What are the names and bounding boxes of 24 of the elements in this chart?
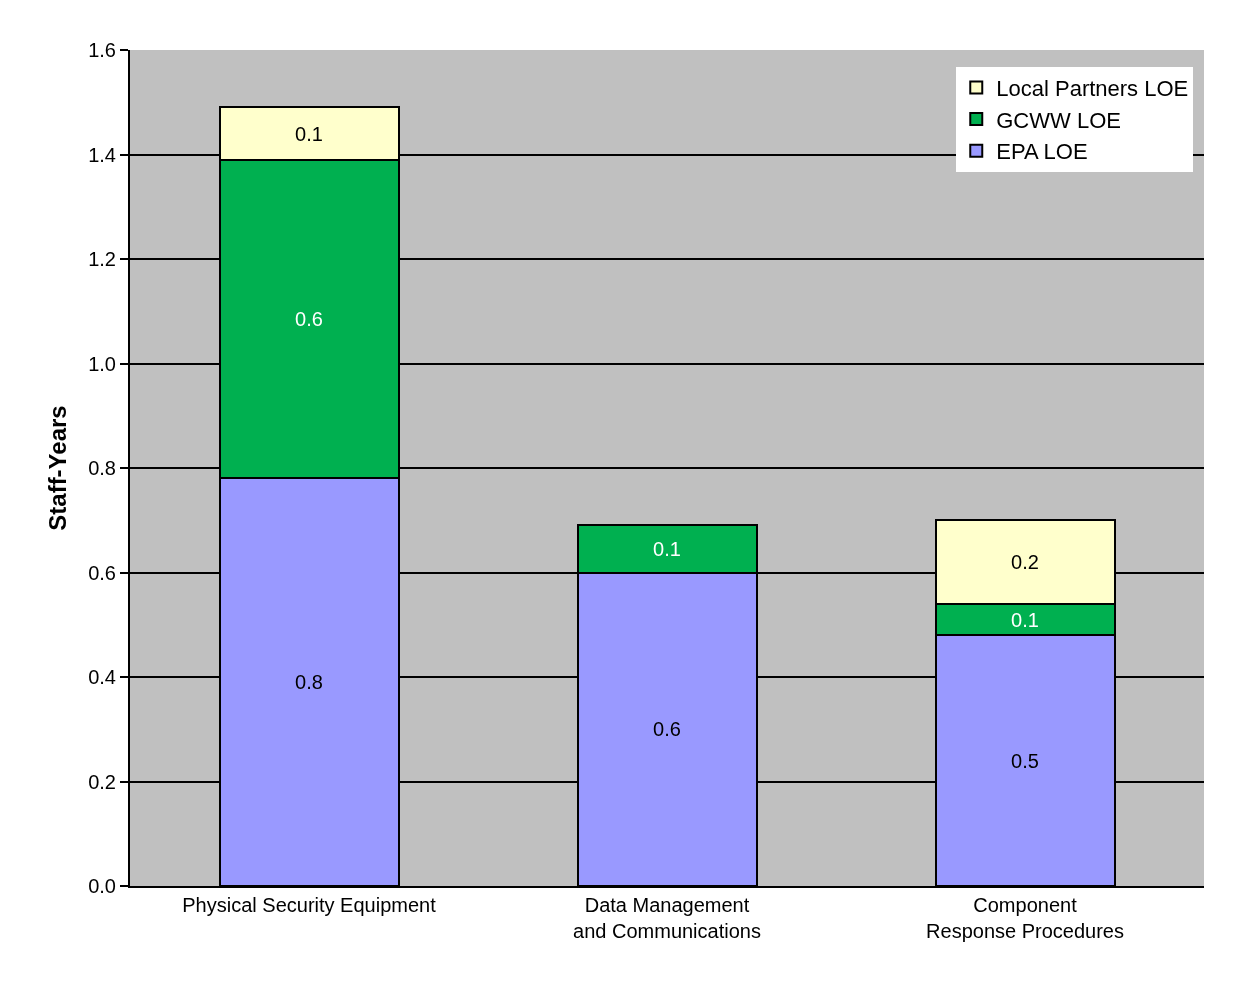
y-tick-label: 1.4	[88, 143, 116, 166]
legend-label: Local Partners LOE	[996, 76, 1189, 102]
x-tick-label: Data Management and Communications	[573, 894, 761, 942]
data-label: 0.1	[1011, 608, 1039, 631]
data-label: 0.5	[1011, 749, 1039, 772]
y-axis-title: Staff-Years	[43, 405, 71, 531]
data-label: 0.6	[295, 308, 323, 331]
y-tick-label: 0.0	[88, 875, 116, 897]
y-tick-label: 0.4	[88, 666, 116, 688]
y-tick-label: 0.6	[88, 561, 116, 584]
data-label: 0.8	[295, 671, 323, 694]
y-tick-label: 0.2	[88, 770, 116, 793]
legend-label: GCWW LOE	[996, 107, 1121, 133]
legend-label: EPA LOE	[996, 139, 1088, 165]
y-tick-label: 1.0	[88, 352, 116, 375]
y-tick-label: 0.8	[88, 457, 116, 479]
y-tick-label: 1.2	[88, 248, 116, 270]
data-label: 0.2	[1011, 551, 1039, 574]
data-label: 0.1	[295, 122, 323, 145]
data-label: 0.1	[653, 537, 681, 560]
x-tick-label: Component Response Procedures	[926, 894, 1124, 942]
x-tick-label: Physical Security Equipment	[182, 894, 437, 916]
y-tick-label: 1.6	[88, 39, 116, 61]
data-label: 0.6	[653, 718, 681, 741]
